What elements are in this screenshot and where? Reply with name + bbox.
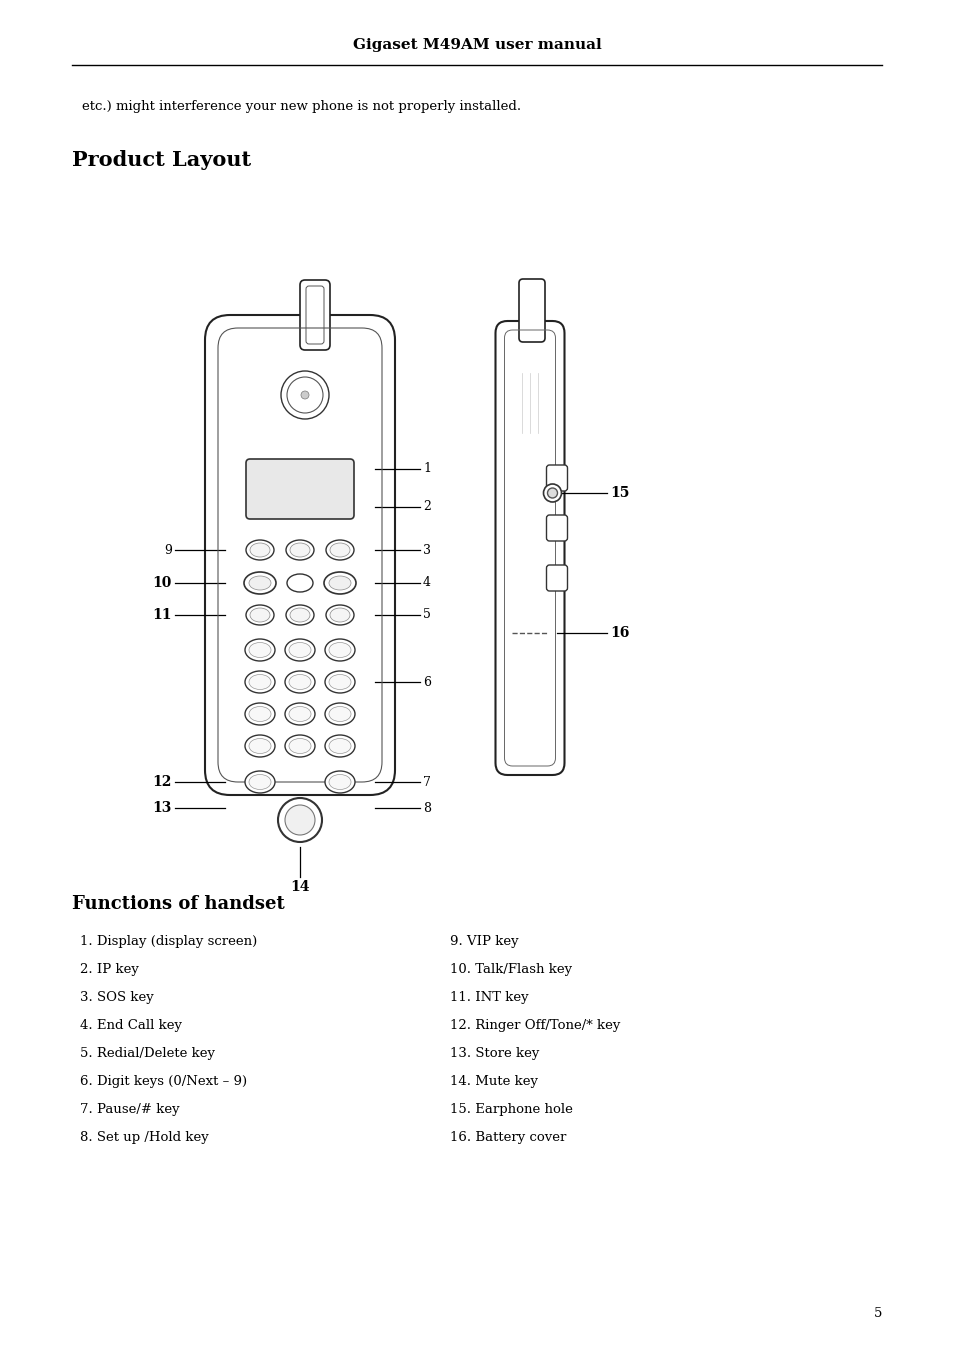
Circle shape [277,798,322,842]
Text: 9. VIP key: 9. VIP key [450,935,518,948]
Ellipse shape [286,605,314,626]
FancyBboxPatch shape [546,465,567,490]
Text: 5: 5 [422,608,431,621]
Text: 16. Battery cover: 16. Battery cover [450,1131,566,1144]
FancyBboxPatch shape [518,280,544,342]
Text: 14. Mute key: 14. Mute key [450,1075,537,1088]
Ellipse shape [249,707,271,721]
Text: 11. INT key: 11. INT key [450,992,528,1004]
Text: 7: 7 [422,775,431,789]
Text: 15: 15 [610,486,629,500]
Ellipse shape [249,774,271,789]
Text: 9: 9 [164,543,172,557]
Text: 5: 5 [873,1306,882,1320]
Ellipse shape [330,543,350,557]
Ellipse shape [285,639,314,661]
Text: Product Layout: Product Layout [71,150,251,170]
Ellipse shape [326,540,354,561]
Ellipse shape [245,771,274,793]
Circle shape [547,488,557,499]
Ellipse shape [285,671,314,693]
Ellipse shape [289,707,311,721]
Text: 4: 4 [422,577,431,589]
Ellipse shape [249,576,271,590]
Text: 3: 3 [422,543,431,557]
Text: 1. Display (display screen): 1. Display (display screen) [80,935,257,948]
Ellipse shape [301,390,309,399]
Ellipse shape [325,639,355,661]
Ellipse shape [246,540,274,561]
Ellipse shape [285,703,314,725]
Ellipse shape [543,484,561,503]
Text: 14: 14 [290,880,310,894]
Ellipse shape [286,540,314,561]
Circle shape [285,805,314,835]
Ellipse shape [324,571,355,594]
Text: 13. Store key: 13. Store key [450,1047,538,1061]
Text: 2. IP key: 2. IP key [80,963,139,975]
Ellipse shape [250,543,270,557]
Ellipse shape [249,643,271,658]
Ellipse shape [329,576,351,590]
Text: 12. Ringer Off/Tone/* key: 12. Ringer Off/Tone/* key [450,1019,619,1032]
Ellipse shape [245,735,274,757]
Text: 10. Talk/Flash key: 10. Talk/Flash key [450,963,572,975]
Text: 7. Pause/# key: 7. Pause/# key [80,1102,179,1116]
Ellipse shape [287,377,323,413]
Text: 1: 1 [422,462,431,476]
Text: 3. SOS key: 3. SOS key [80,992,153,1004]
Text: 2: 2 [422,500,431,513]
Ellipse shape [289,739,311,754]
Ellipse shape [285,735,314,757]
Text: 15. Earphone hole: 15. Earphone hole [450,1102,572,1116]
Ellipse shape [329,674,351,689]
Text: Functions of handset: Functions of handset [71,894,284,913]
Text: 13: 13 [152,801,172,815]
Ellipse shape [325,703,355,725]
Ellipse shape [244,571,275,594]
Ellipse shape [329,774,351,789]
Ellipse shape [290,543,310,557]
Text: 6: 6 [422,676,431,689]
Text: 5. Redial/Delete key: 5. Redial/Delete key [80,1047,214,1061]
Ellipse shape [249,674,271,689]
FancyBboxPatch shape [299,280,330,350]
Ellipse shape [246,605,274,626]
Text: 16: 16 [610,626,629,640]
Ellipse shape [281,372,329,419]
FancyBboxPatch shape [205,315,395,794]
Text: Gigaset M49AM user manual: Gigaset M49AM user manual [353,38,600,51]
FancyBboxPatch shape [546,515,567,540]
Ellipse shape [329,739,351,754]
FancyBboxPatch shape [246,459,354,519]
Text: 11: 11 [152,608,172,621]
Ellipse shape [330,608,350,621]
Ellipse shape [250,608,270,621]
Text: 10: 10 [152,576,172,590]
Ellipse shape [289,674,311,689]
Ellipse shape [289,643,311,658]
Text: 12: 12 [152,775,172,789]
Text: 8. Set up /Hold key: 8. Set up /Hold key [80,1131,209,1144]
Ellipse shape [329,707,351,721]
FancyBboxPatch shape [546,565,567,590]
Ellipse shape [329,643,351,658]
Ellipse shape [290,608,310,621]
Text: 8: 8 [422,801,431,815]
Ellipse shape [326,605,354,626]
FancyBboxPatch shape [495,322,564,775]
Text: 4. End Call key: 4. End Call key [80,1019,182,1032]
Ellipse shape [325,735,355,757]
Ellipse shape [249,739,271,754]
Ellipse shape [245,639,274,661]
Ellipse shape [287,574,313,592]
Text: 6. Digit keys (0/Next – 9): 6. Digit keys (0/Next – 9) [80,1075,247,1088]
Ellipse shape [325,671,355,693]
Ellipse shape [245,703,274,725]
Ellipse shape [325,771,355,793]
Ellipse shape [245,671,274,693]
Text: etc.) might interference your new phone is not properly installed.: etc.) might interference your new phone … [82,100,520,113]
